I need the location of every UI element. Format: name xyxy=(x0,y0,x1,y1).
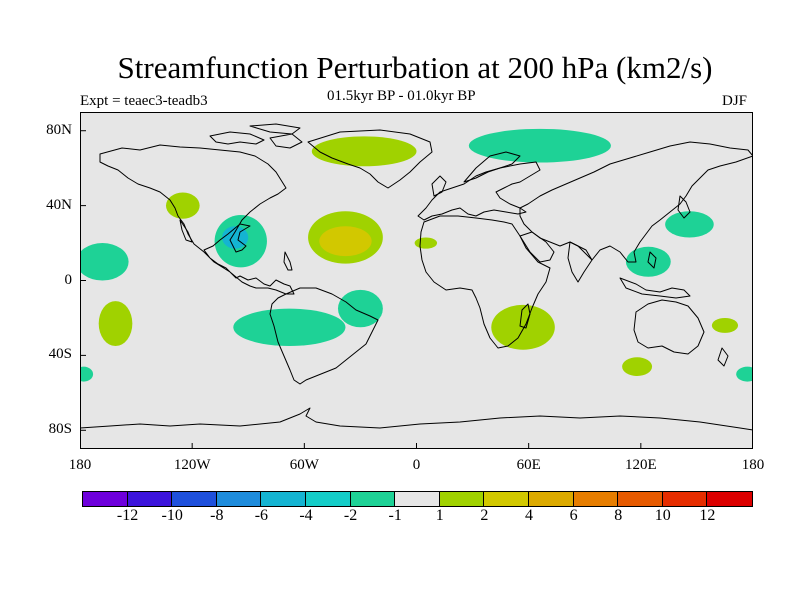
period-label: 01.5kyr BP - 01.0kyr BP xyxy=(327,88,476,104)
colorbar-box xyxy=(305,492,351,506)
lon-label: 120W xyxy=(173,457,211,473)
colorbar-label: -2 xyxy=(343,507,358,524)
coast-africa xyxy=(419,215,551,349)
map-ticks xyxy=(80,130,753,449)
season-label: DJF xyxy=(722,93,748,109)
coast-greenland xyxy=(307,129,433,189)
lat-label: 0 xyxy=(64,271,73,288)
coast-japan xyxy=(677,195,691,219)
coast-europe xyxy=(417,161,541,221)
map-background xyxy=(80,112,753,449)
coast-scandinavia xyxy=(463,151,521,183)
anomaly-ne-pacific xyxy=(165,192,200,219)
colorbar-label: 8 xyxy=(614,507,623,524)
anomaly-west-pacific-n xyxy=(80,243,129,281)
colorbar-box xyxy=(573,492,619,506)
colorbar-label: -1 xyxy=(388,507,402,524)
colorbar-box xyxy=(439,492,485,506)
anomaly-new-zealand xyxy=(711,317,739,333)
coast-india xyxy=(567,241,593,283)
coast-baja xyxy=(179,219,193,243)
anomaly-south-america xyxy=(233,308,346,347)
coast-south-america xyxy=(269,287,379,385)
colorbar-box xyxy=(528,492,574,506)
lon-label: 0 xyxy=(412,457,421,473)
colorbar-box xyxy=(216,492,262,506)
colorbar-box xyxy=(662,492,708,506)
colorbar-label: -8 xyxy=(210,507,224,524)
colorbar-box xyxy=(172,492,217,506)
colorbar-label: -4 xyxy=(299,507,313,524)
anomaly-greenland xyxy=(311,136,417,167)
anomaly-south-atlantic xyxy=(337,289,383,328)
lon-label: 60W xyxy=(289,457,319,473)
anomaly-layer xyxy=(80,128,753,382)
anomaly-japan xyxy=(665,211,714,238)
coast-new-zealand xyxy=(717,347,729,367)
colorbar xyxy=(82,491,753,507)
coast-arctic-islands xyxy=(209,123,303,149)
world-map xyxy=(80,112,753,449)
colorbar-label: 4 xyxy=(525,507,533,524)
anomaly-north-atlantic-2 xyxy=(319,226,372,257)
colorbar-box xyxy=(261,492,306,506)
lat-label: 80S xyxy=(48,421,72,438)
coastlines xyxy=(80,123,753,431)
colorbar-label: 1 xyxy=(435,507,444,524)
coast-philippines xyxy=(647,251,657,269)
colorbar-label: 12 xyxy=(699,507,716,524)
lon-label: 180 xyxy=(68,457,92,473)
lat-label: 40N xyxy=(46,196,72,213)
colorbar-box xyxy=(618,492,663,506)
colorbar-label: 2 xyxy=(480,507,489,524)
anomaly-siberia xyxy=(468,128,611,163)
colorbar-label: -6 xyxy=(254,507,269,524)
coast-uk xyxy=(431,175,447,197)
colorbar-box xyxy=(395,492,440,506)
colorbar-box xyxy=(707,492,752,506)
coast-florida xyxy=(283,251,293,271)
colorbar-label: -10 xyxy=(161,507,183,524)
plot-title: Streamfunction Perturbation at 200 hPa (… xyxy=(117,50,713,85)
anomaly-north-africa xyxy=(414,237,438,249)
coast-australia xyxy=(633,299,705,355)
coast-indonesia xyxy=(619,277,691,299)
colorbar-label: -12 xyxy=(116,507,139,524)
anomaly-south-pacific xyxy=(98,301,133,347)
lon-label: 60E xyxy=(516,457,541,473)
lon-label: 180 xyxy=(741,457,765,473)
anomaly-tasman-east xyxy=(736,366,753,382)
colorbar-box xyxy=(127,492,173,506)
colorbar-box xyxy=(83,492,128,506)
colorbar-box xyxy=(484,492,529,506)
lat-label: 40S xyxy=(48,346,72,363)
anomaly-dateline-west xyxy=(80,366,94,382)
coast-antarctica xyxy=(80,407,753,431)
colorbar-label: 10 xyxy=(654,507,671,524)
coast-madagascar xyxy=(519,303,531,329)
colorbar-box xyxy=(350,492,396,506)
lat-label: 80N xyxy=(46,121,72,138)
anomaly-south-indian xyxy=(622,357,653,376)
coast-arabia xyxy=(519,231,555,263)
experiment-label: Expt = teaec3-teadb3 xyxy=(80,93,208,109)
colorbar-label: 6 xyxy=(569,507,578,524)
lon-label: 120E xyxy=(624,457,657,473)
